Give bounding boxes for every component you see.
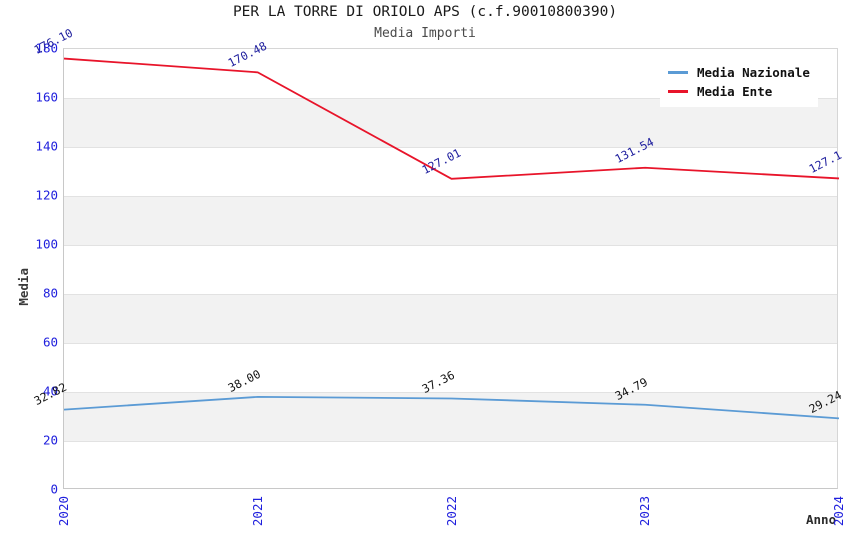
legend-item[interactable]: Media Nazionale [668, 63, 810, 82]
plot-area: 32.82 38.00 37.36 34.79 29.24 176.10 170.48 127… [32, 25, 844, 489]
series-line [63, 57, 840, 180]
series-lines [63, 57, 840, 420]
y-tick-label: 160 [35, 89, 58, 105]
gridline [64, 343, 837, 344]
y-tick-label: 20 [42, 432, 58, 448]
y-tick-label: 180 [35, 40, 58, 56]
y-axis-tick-labels: 0 20 40 60 80 100 120 140 160 180 [0, 0, 58, 550]
gridline [64, 392, 837, 393]
gridline [64, 294, 837, 295]
x-tick-label: 2022 [443, 496, 459, 527]
y-tick-label: 120 [35, 187, 58, 203]
y-tick-label: 40 [42, 383, 58, 399]
x-tick-label: 2020 [56, 496, 71, 527]
x-tick-label: 2023 [637, 496, 653, 527]
x-axis-title: Anno [806, 512, 837, 527]
legend-swatch-icon [668, 90, 688, 93]
y-tick-label: 0 [50, 481, 58, 497]
plot-band [64, 392, 837, 441]
y-tick-label: 140 [35, 138, 58, 154]
gridline [64, 245, 837, 246]
chart-subtitle: Media Importi [374, 26, 476, 41]
plot-band [64, 196, 837, 245]
y-tick-label: 60 [42, 334, 58, 350]
x-tick-label: 2024 [831, 496, 846, 527]
legend-item-label: Media Nazionale [697, 65, 810, 80]
series-line [63, 395, 840, 420]
legend-item-label: Media Ente [697, 84, 773, 99]
gridline [64, 98, 837, 99]
gridline [64, 441, 837, 442]
plot-band [64, 294, 837, 343]
chart-legend: Media Nazionale Media Ente [660, 58, 818, 107]
gridline [64, 196, 837, 197]
legend-item[interactable]: Media Ente [668, 82, 810, 101]
x-tick-label: 2021 [249, 496, 265, 527]
gridline [64, 147, 837, 148]
y-tick-label: 100 [35, 236, 58, 252]
legend-swatch-icon [668, 71, 688, 74]
chart-title: PER LA TORRE DI ORIOLO APS (c.f.90010800… [232, 4, 618, 20]
y-tick-label: 80 [42, 285, 58, 301]
